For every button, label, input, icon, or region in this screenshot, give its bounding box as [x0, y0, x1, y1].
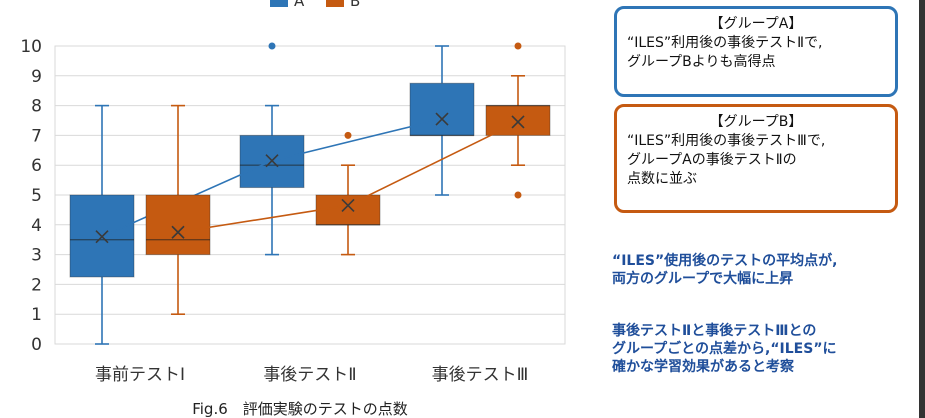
series: [69, 42, 551, 345]
box-body: [409, 82, 475, 136]
box-A-2: [409, 45, 475, 196]
y-tick-label: 8: [31, 97, 42, 117]
y-tick-label: 6: [31, 156, 42, 176]
note-group-b-title: 【グループB】: [709, 114, 803, 130]
legend-swatch-A: [270, 0, 288, 7]
x-axis-ticks: 事前テストⅠ 事後テストⅡ 事後テストⅢ: [95, 365, 528, 385]
outlier-point: [514, 42, 522, 50]
y-tick-label: 4: [31, 216, 42, 236]
summary-learning-effect-line-1: 事後テストⅡと事後テストⅢとの: [612, 323, 817, 339]
series-A: [69, 42, 475, 345]
series-B: [145, 42, 551, 316]
mean-marker: [341, 198, 355, 212]
x-tick-label: 事前テストⅠ: [95, 365, 185, 385]
y-tick-label: 10: [20, 37, 42, 57]
y-tick-label: 1: [31, 305, 42, 325]
box-B-0: [145, 104, 211, 316]
y-tick-label: 3: [31, 246, 42, 266]
mean-marker: [171, 225, 185, 239]
y-tick-label: 5: [31, 186, 42, 206]
outlier-point: [344, 131, 352, 139]
y-tick-label: 2: [31, 275, 42, 295]
x-tick-label: 事後テストⅡ: [263, 365, 356, 385]
grid-lines: [55, 45, 565, 345]
figure-caption: Fig.6 評価実験のテストの点数: [192, 400, 408, 418]
note-group-a: 【グループA】 “ILES”利用後の事後テストⅡで, グループBよりも高得点: [614, 6, 898, 97]
outlier-point: [514, 191, 522, 199]
box-B-1: [315, 131, 381, 256]
note-group-b: 【グループB】 “ILES”利用後の事後テストⅢで, グループAの事後テストⅡの…: [614, 104, 898, 213]
mean-marker: [95, 230, 109, 244]
summary-learning-effect-line-3: 確かな学習効果があると考察: [612, 359, 794, 375]
y-tick-label: 0: [31, 335, 42, 355]
summary-learning-effect: 事後テストⅡと事後テストⅢとの グループごとの点差から,“ILES”に 確かな学…: [612, 322, 912, 376]
box-body: [145, 194, 211, 256]
y-tick-label: 9: [31, 67, 42, 87]
outlier-point: [268, 42, 276, 50]
note-group-a-title: 【グループA】: [709, 16, 803, 32]
legend-swatch-B: [326, 0, 344, 7]
x-tick-label: 事後テストⅢ: [432, 365, 529, 385]
note-group-b-line-2: グループAの事後テストⅡの: [627, 152, 797, 168]
box-body: [485, 105, 551, 136]
note-group-b-line-3: 点数に並ぶ: [627, 171, 697, 187]
note-group-b-line-1: “ILES”利用後の事後テストⅢで,: [627, 133, 826, 149]
box-body: [315, 194, 381, 226]
right-edge-bar: [919, 0, 925, 418]
legend-label-A: A: [294, 0, 305, 10]
mean-marker: [511, 115, 525, 129]
summary-learning-effect-line-2: グループごとの点差から,“ILES”に: [612, 341, 837, 357]
mean-marker: [435, 112, 449, 126]
mean-marker: [265, 154, 279, 168]
note-group-a-line-2: グループBよりも高得点: [627, 54, 776, 70]
summary-mean-rise-line-1: “ILES”使用後のテストの平均点が,: [612, 253, 838, 269]
legend-label-B: B: [350, 0, 360, 10]
note-group-a-line-1: “ILES”利用後の事後テストⅡで,: [627, 35, 823, 51]
summary-mean-rise-line-2: 両方のグループで大幅に上昇: [612, 271, 794, 287]
y-tick-label: 7: [31, 126, 42, 146]
summary-mean-rise: “ILES”使用後のテストの平均点が, 両方のグループで大幅に上昇: [612, 252, 912, 288]
box-B-2: [485, 42, 551, 199]
y-axis-ticks: 0 1 2 3 4 5 6 7 8 9 10: [20, 37, 42, 355]
